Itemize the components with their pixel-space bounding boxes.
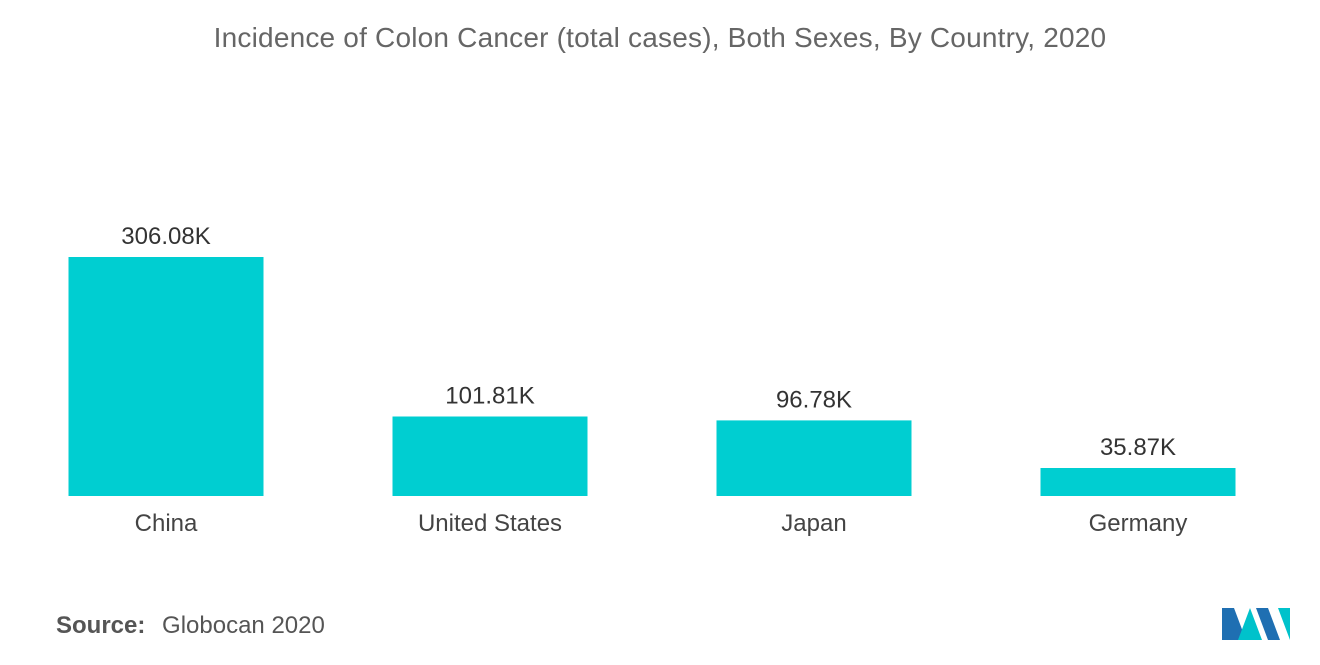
x-tick-label: China (135, 510, 198, 537)
brand-logo-icon (1222, 608, 1290, 640)
data-label: 35.87K (1100, 434, 1176, 461)
bar-united-states (392, 416, 588, 496)
data-label: 101.81K (445, 383, 534, 410)
x-tick-label: Germany (1089, 510, 1188, 537)
bar-germany (1040, 468, 1236, 496)
source-note: Source: Globocan 2020 (56, 612, 325, 640)
x-tick-label: United States (418, 510, 562, 537)
logo-shape-mid (1238, 608, 1262, 640)
logo-shape-tail (1278, 608, 1290, 640)
source-label: Source: (56, 612, 146, 639)
logo-shape-left (1222, 608, 1246, 640)
bar-china (68, 257, 264, 496)
x-tick-label: Japan (781, 510, 846, 537)
data-label: 306.08K (121, 223, 210, 250)
bar-japan (716, 420, 912, 496)
source-text: Globocan 2020 (162, 612, 325, 639)
logo-shape-right (1256, 608, 1280, 640)
data-label: 96.78K (776, 386, 852, 413)
chart-title: Incidence of Colon Cancer (total cases),… (213, 22, 1107, 53)
